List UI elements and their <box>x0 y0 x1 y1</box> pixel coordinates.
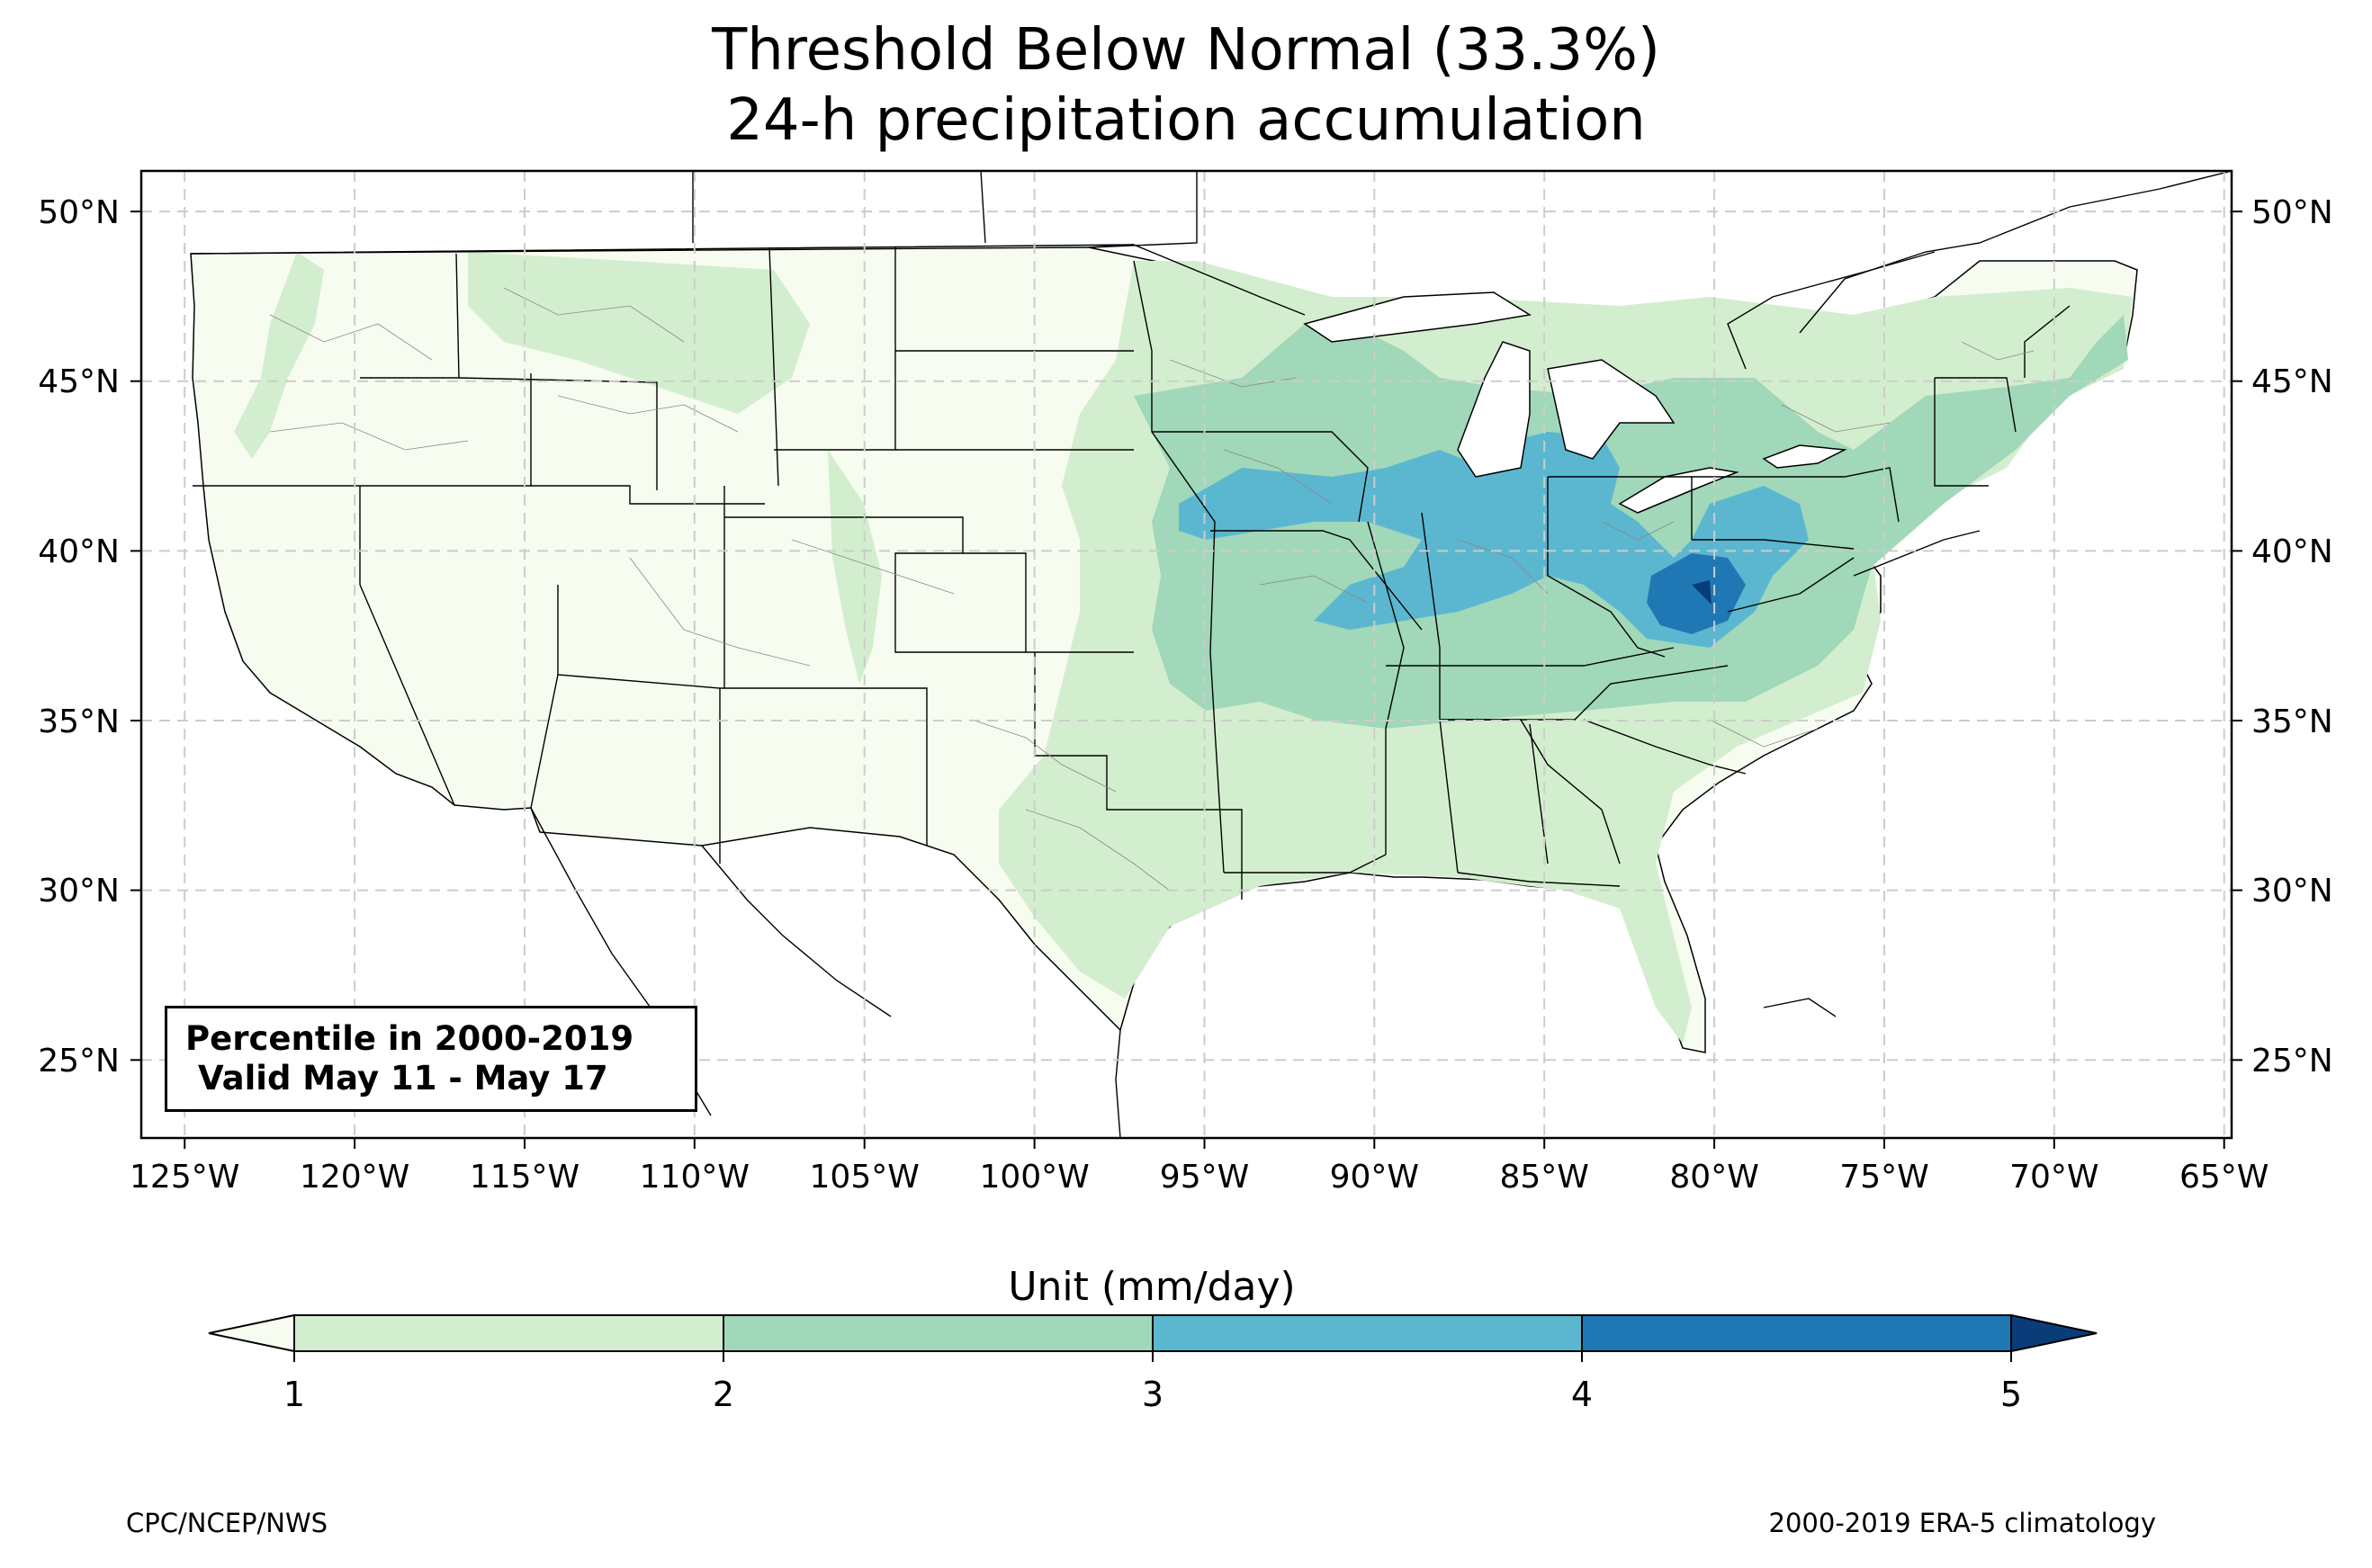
lat-label: 40°N <box>2251 533 2333 570</box>
tick-marks <box>130 211 2242 1149</box>
annotation-line-2: Valid May 11 - May 17 <box>198 1059 608 1098</box>
lat-label: 35°N <box>2251 703 2333 740</box>
colorbar-label: Unit (mm/day) <box>1008 1264 1296 1310</box>
footer-climatology: 2000-2019 ERA-5 climatology <box>1768 1508 2156 1538</box>
footer-source: CPC/NCEP/NWS <box>126 1508 328 1538</box>
precip-band-1-2-west <box>234 252 324 459</box>
chart-subtitle: 24-h precipitation accumulation <box>726 87 1646 154</box>
lon-label: 105°W <box>810 1159 920 1196</box>
colorbar-bin-2-3 <box>723 1314 1154 1352</box>
lat-label: 35°N <box>38 703 120 740</box>
lon-label: 80°W <box>1669 1159 1758 1196</box>
precip-band-1-2-colorado <box>828 450 882 684</box>
lat-label: 25°N <box>2251 1043 2333 1080</box>
colorbar-extend-low <box>208 1313 295 1353</box>
precip-band-above-5 <box>1692 580 1712 605</box>
colorbar-bin-4-5 <box>1581 1314 2012 1352</box>
lon-label: 125°W <box>130 1159 239 1196</box>
colorbar <box>208 1313 2098 1353</box>
colorbar-ticks <box>293 1351 2012 1362</box>
precip-band-1-2-rockies <box>468 252 810 414</box>
lon-label: 65°W <box>2179 1159 2269 1196</box>
lat-labels-right: 25°N 30°N 35°N 40°N 45°N 50°N <box>2251 194 2333 1080</box>
colorbar-tick-label: 2 <box>713 1375 734 1414</box>
lat-label: 50°N <box>38 194 120 231</box>
lat-labels-left: 25°N 30°N 35°N 40°N 45°N 50°N <box>38 194 120 1080</box>
lon-label: 85°W <box>1499 1159 1588 1196</box>
great-lakes <box>1303 291 1847 514</box>
map-content <box>141 171 2232 1138</box>
state-borders <box>190 246 2071 900</box>
colorbar-bin-1-2 <box>293 1314 724 1352</box>
lat-label: 40°N <box>38 533 120 570</box>
colorbar-tick-labels: 1 2 3 4 5 <box>283 1375 2022 1414</box>
colorbar-tick-label: 4 <box>1571 1375 1593 1414</box>
chart-title: Threshold Below Normal (33.3%) <box>712 17 1660 84</box>
precip-band-4-5 <box>1647 553 1746 634</box>
lon-label: 100°W <box>979 1159 1089 1196</box>
annotation-line-1: Percentile in 2000-2019 <box>185 1019 634 1058</box>
lat-label: 30°N <box>2251 873 2333 909</box>
lon-label: 115°W <box>470 1159 580 1196</box>
lat-label: 50°N <box>2251 194 2333 231</box>
lat-label: 30°N <box>38 873 120 909</box>
colorbar-extend-high <box>2010 1313 2098 1353</box>
colorbar-tick-label: 5 <box>2000 1375 2022 1414</box>
colorbar-tick-label: 3 <box>1142 1375 1164 1414</box>
lon-label: 120°W <box>300 1159 409 1196</box>
county-lines <box>269 287 2035 892</box>
colorbar-tick-label: 1 <box>283 1375 305 1414</box>
lon-label: 75°W <box>1839 1159 1928 1196</box>
lat-label: 25°N <box>38 1043 120 1080</box>
percentile-annotation-box: Percentile in 2000-2019 Valid May 11 - M… <box>165 1006 697 1112</box>
lon-label: 95°W <box>1160 1159 1249 1196</box>
lon-label: 90°W <box>1330 1159 1419 1196</box>
lon-label: 110°W <box>640 1159 750 1196</box>
colorbar-bin-3-4 <box>1152 1314 1583 1352</box>
map-frame <box>139 169 2233 1140</box>
lat-label: 45°N <box>2251 363 2333 400</box>
lon-label: 70°W <box>2009 1159 2098 1196</box>
lat-label: 45°N <box>38 363 120 400</box>
lon-labels: 125°W 120°W 115°W 110°W 105°W 100°W 95°W… <box>130 1159 2269 1196</box>
